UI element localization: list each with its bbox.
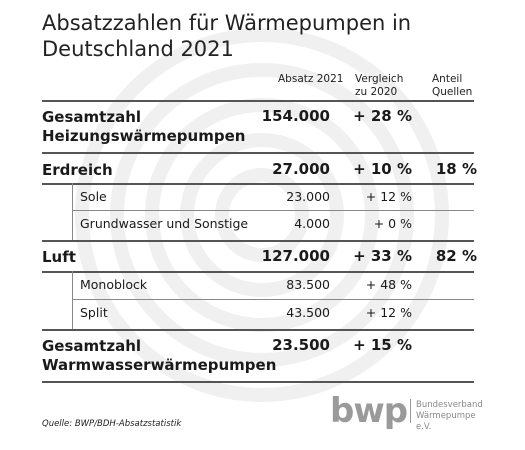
header-absatz: Absatz 2021 [278,73,344,85]
value-absatz-warmwasser: 23.500 [272,336,330,354]
value-vergleich-monoblock: + 48 % [365,277,412,292]
value-absatz-split: 43.500 [286,305,330,320]
header-anteil-line2: Quellen [432,86,473,98]
logo-text-line2: Wärmepumpe e.V. [416,411,476,432]
table-rule [72,210,474,211]
table-rule [42,271,474,273]
indent-line [72,271,73,329]
value-vergleich-warmwasser: + 15 % [353,336,412,354]
row-label-sole: Sole [80,189,107,204]
table-rule [42,240,474,242]
table-rule [42,329,474,331]
header-vergleich-line1: Vergleich [355,73,404,85]
logo-divider [410,399,411,423]
logo-text-line1: Bundesverband [416,400,483,410]
chart-title: Absatzzahlen für Wärmepumpen in Deutschl… [42,10,482,62]
bwp-logo: bwp Bundesverband Wärmepumpe e.V. [330,391,483,433]
value-anteil-luft: 82 % [435,247,477,265]
chart-title-line1: Absatzzahlen für Wärmepumpen in [42,11,412,35]
table-rule [42,152,474,154]
value-absatz-luft: 127.000 [261,247,330,265]
header-vergleich: Vergleich zu 2020 [355,73,425,99]
value-vergleich-heizung: + 28 % [353,107,412,125]
value-anteil-erdreich: 18 % [435,160,477,178]
source-note: Quelle: BWP/BDH-Absatzstatistik [42,419,182,429]
row-label-warmwasser-line2: Warmwasserwärmepumpen [42,356,277,374]
row-label-warmwasser-line1: Gesamtzahl [42,337,142,355]
table-rule [42,183,474,185]
row-label-grundwasser: Grundwasser und Sonstige [80,216,249,231]
row-label-heizung-line2: Heizungswärmepumpen [42,127,246,145]
bwp-logo-mark: bwp [330,391,408,431]
value-vergleich-sole: + 12 % [365,189,412,204]
row-label-erdreich: Erdreich [42,161,113,179]
value-vergleich-split: + 12 % [365,305,412,320]
header-vergleich-line2: zu 2020 [355,86,398,98]
row-label-luft: Luft [42,248,76,266]
table-rule [72,299,474,300]
header-anteil-line1: Anteil [432,73,463,85]
chart-title-line2: Deutschland 2021 [42,37,234,61]
logo-text: Bundesverband Wärmepumpe e.V. [416,400,483,433]
row-label-monoblock: Monoblock [80,277,148,292]
header-anteil: Anteil Quellen [432,73,492,99]
value-vergleich-grundwasser: + 0 % [373,216,412,231]
row-label-split: Split [80,305,108,320]
value-absatz-grundwasser: 4.000 [294,216,330,231]
indent-line [72,183,73,240]
value-absatz-monoblock: 83.500 [286,277,330,292]
table-rule [42,381,474,383]
value-absatz-heizung: 154.000 [261,107,330,125]
value-absatz-erdreich: 27.000 [272,160,330,178]
value-absatz-sole: 23.000 [286,189,330,204]
value-vergleich-luft: + 33 % [353,247,412,265]
table-rule [42,100,474,102]
value-vergleich-erdreich: + 10 % [353,160,412,178]
row-label-heizung-line1: Gesamtzahl [42,108,142,126]
